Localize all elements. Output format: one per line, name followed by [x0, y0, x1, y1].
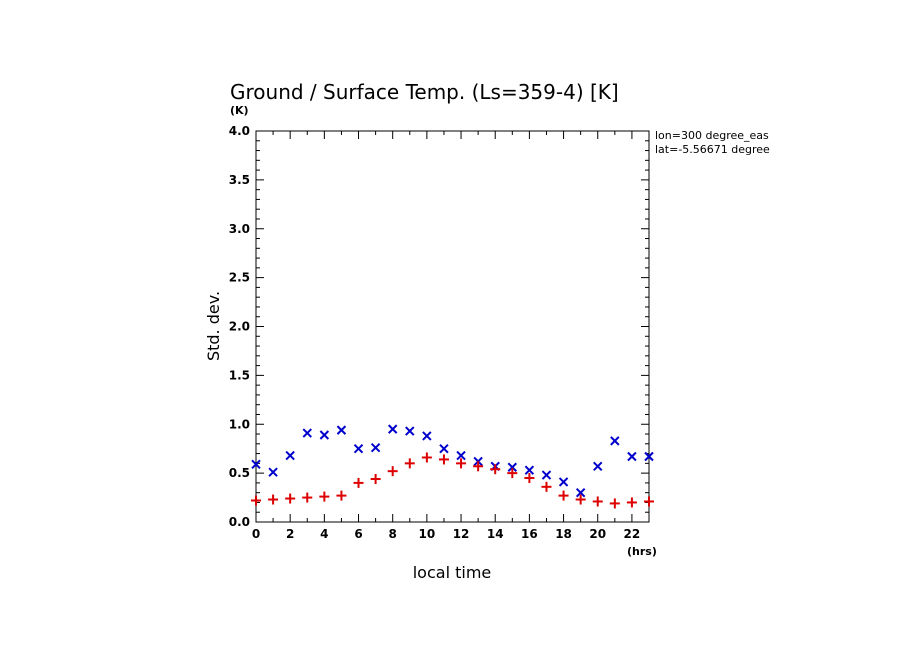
y-tick-label: 3.0 — [229, 222, 250, 236]
data-point-series-0 — [507, 462, 518, 472]
data-point-series-0 — [405, 426, 415, 436]
data-point-series-0 — [524, 465, 535, 475]
data-point-series-0 — [610, 436, 620, 446]
x-tick-label: 16 — [521, 527, 538, 541]
y-tick-label: 2.5 — [229, 271, 250, 285]
data-point-series-0 — [370, 443, 381, 453]
data-point-series-0 — [353, 443, 364, 454]
data-point-series-0 — [268, 467, 278, 477]
data-point-series-1 — [575, 494, 586, 505]
y-tick-label: 0.0 — [229, 515, 250, 529]
data-point-series-0 — [285, 450, 295, 461]
y-axis-unit: (K) — [230, 104, 249, 117]
data-point-series-1 — [370, 473, 381, 484]
data-point-series-0 — [558, 477, 569, 487]
data-point-series-0 — [336, 425, 347, 435]
data-point-series-0 — [627, 451, 637, 462]
y-tick-label: 2.0 — [229, 320, 250, 334]
annotation-lat: lat=-5.56671 degree — [655, 143, 770, 156]
data-point-series-0 — [422, 431, 432, 441]
data-point-series-1 — [473, 461, 484, 472]
annotation-lon: lon=300 degree_eas — [655, 129, 769, 142]
data-point-series-1 — [490, 464, 501, 475]
x-tick-label: 20 — [589, 527, 606, 541]
x-tick-label: 2 — [286, 527, 294, 541]
x-tick-label: 10 — [419, 527, 436, 541]
data-point-series-1 — [438, 454, 449, 465]
x-tick-label: 14 — [487, 527, 504, 541]
x-axis-unit: (hrs) — [627, 545, 657, 558]
data-point-series-0 — [575, 487, 586, 498]
data-point-series-1 — [507, 468, 518, 479]
data-points — [251, 424, 654, 509]
x-tick-label: 4 — [320, 527, 328, 541]
axis-ticks: 0 2 4 6 8 10 12 14 16 18 20 22 0.0 0.5 1.0 1.5 2.0 2.5 3.0… — [229, 124, 650, 541]
x-tick-label: 12 — [453, 527, 470, 541]
x-tick-label: 18 — [555, 527, 572, 541]
data-point-series-0 — [456, 450, 466, 461]
data-point-series-0 — [302, 428, 312, 438]
data-point-series-0 — [644, 451, 654, 462]
data-point-series-1 — [336, 490, 347, 501]
y-tick-label: 3.5 — [229, 173, 250, 187]
y-tick-label: 0.5 — [229, 466, 250, 480]
data-point-series-1 — [302, 492, 313, 503]
data-point-series-0 — [387, 424, 398, 434]
data-point-series-1 — [609, 498, 620, 509]
data-point-series-0 — [541, 470, 552, 480]
data-point-series-1 — [541, 481, 552, 492]
y-tick-label: 1.5 — [229, 368, 250, 382]
chart-title: Ground / Surface Temp. (Ls=359-4) [K] — [230, 80, 619, 104]
data-point-series-1 — [524, 473, 535, 484]
data-point-series-1 — [456, 458, 467, 469]
data-point-series-1 — [268, 494, 279, 505]
data-point-series-0 — [593, 461, 603, 471]
data-point-series-1 — [644, 496, 654, 507]
x-tick-label: 8 — [389, 527, 397, 541]
data-point-series-1 — [558, 490, 569, 501]
data-point-series-1 — [353, 477, 364, 488]
data-point-series-0 — [319, 430, 330, 440]
data-point-series-1 — [592, 496, 603, 507]
data-point-series-1 — [421, 452, 432, 463]
data-point-series-1 — [251, 495, 261, 506]
data-point-series-0 — [251, 459, 261, 470]
x-tick-label: 22 — [624, 527, 641, 541]
data-point-series-1 — [404, 458, 415, 469]
x-axis-label: local time — [413, 563, 492, 582]
x-tick-label: 6 — [354, 527, 362, 541]
y-tick-label: 1.0 — [229, 417, 250, 431]
data-point-series-0 — [439, 443, 449, 454]
y-tick-label: 4.0 — [229, 124, 250, 138]
x-tick-label: 0 — [252, 527, 260, 541]
plot-frame — [255, 130, 650, 523]
data-point-series-1 — [626, 497, 637, 508]
data-point-series-1 — [285, 493, 296, 504]
y-axis-label: Std. dev. — [204, 291, 223, 361]
data-point-series-1 — [387, 466, 398, 477]
data-point-series-1 — [319, 491, 330, 502]
